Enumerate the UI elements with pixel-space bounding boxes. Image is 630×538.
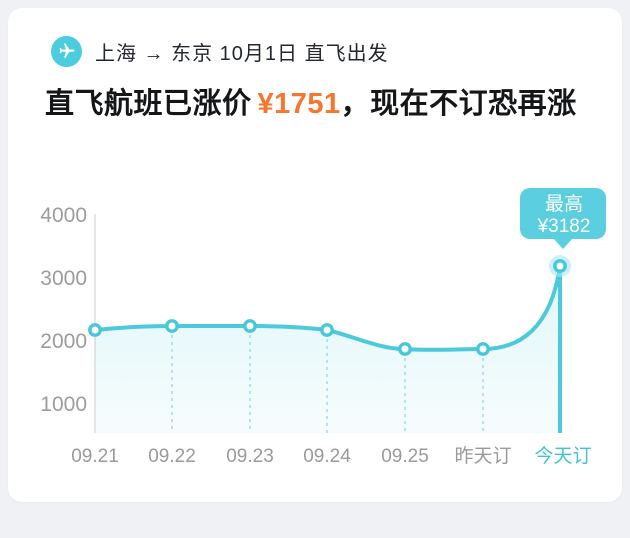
y-tick-3000: 3000 [40,267,87,290]
x-axis-labels: 09.21 09.22 09.23 09.24 09.25 昨天订 今天订 [71,445,591,467]
headline-prefix: 直飞航班已涨价 [45,88,252,120]
point-marker [398,342,412,356]
price-trend-card[interactable]: 上海 → 东京 10月1日 直飞出发 直飞航班已涨价 ¥1751，现在不订恐再涨 [8,8,622,502]
point-marker [165,319,179,333]
point-marker [88,323,102,337]
route-text: 上海 → 东京 10月1日 直飞出发 [95,42,389,65]
y-axis-labels: 4000 3000 2000 1000 [40,204,87,416]
y-tick-4000: 4000 [40,204,87,227]
x-label-0925: 09.25 [381,446,429,467]
x-label-0922: 09.22 [148,446,196,467]
y-tick-2000: 2000 [40,330,87,353]
dashed-guides [171,335,484,433]
today-point-marker [553,259,567,273]
max-price-tooltip: 最高 ¥3182 [520,188,606,249]
headline-price: ¥1751 [257,88,341,120]
headline-suffix: ，现在不订恐再涨 [340,88,577,120]
point-markers [88,255,571,356]
point-marker [476,342,490,356]
price-trend-chart: 最高 ¥3182 4000 3000 2000 1000 09.21 09.22… [8,150,622,480]
x-label-0921: 09.21 [71,446,119,467]
tooltip-value: ¥3182 [537,216,591,237]
y-tick-1000: 1000 [40,393,87,416]
tooltip-label: 最高 [545,193,583,215]
x-label-today: 今天订 [534,445,591,467]
x-label-0923: 09.23 [226,446,274,467]
headline: 直飞航班已涨价 ¥1751，现在不订恐再涨 [45,80,577,122]
x-label-0924: 09.24 [303,446,351,467]
x-label-yesterday: 昨天订 [454,445,511,467]
route-bar: 上海 → 东京 10月1日 直飞出发 [51,35,389,67]
area-fill [95,266,560,433]
tooltip-bubble [520,188,606,239]
point-marker [320,323,334,337]
point-marker [243,319,257,333]
airplane-icon [51,35,82,67]
tooltip-pointer [553,238,573,249]
